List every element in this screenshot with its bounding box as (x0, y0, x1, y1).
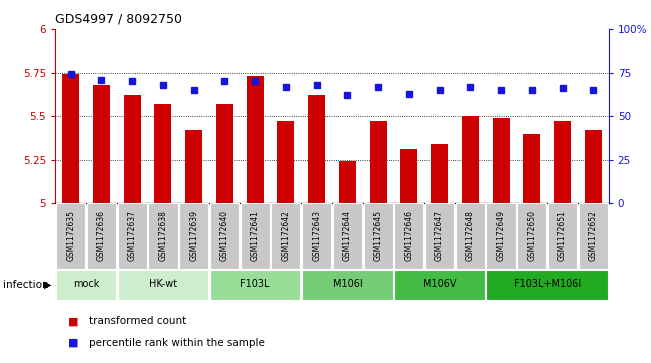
Text: GSM1172642: GSM1172642 (281, 211, 290, 261)
Text: GSM1172635: GSM1172635 (66, 211, 76, 261)
Text: infection: infection (3, 280, 49, 290)
Bar (431, 144, 448, 203)
Text: M106I: M106I (333, 279, 362, 289)
Bar (124, 95, 141, 203)
Bar (302, 203, 331, 269)
Bar (548, 203, 577, 269)
Text: GSM1172637: GSM1172637 (128, 211, 137, 261)
Bar (148, 203, 178, 269)
Bar (186, 130, 202, 203)
Bar (339, 162, 356, 203)
Bar (363, 203, 393, 269)
Text: ■: ■ (68, 338, 79, 348)
Text: GSM1172647: GSM1172647 (435, 211, 444, 261)
Bar (216, 104, 233, 203)
Bar (333, 203, 362, 269)
Bar (210, 270, 301, 300)
Bar (486, 203, 516, 269)
Text: GSM1172643: GSM1172643 (312, 211, 321, 261)
Text: M106V: M106V (423, 279, 456, 289)
Bar (462, 116, 478, 203)
Text: F103L: F103L (240, 279, 270, 289)
Bar (554, 121, 571, 203)
Bar (395, 270, 485, 300)
Text: GSM1172652: GSM1172652 (589, 211, 598, 261)
Bar (118, 270, 208, 300)
Bar (400, 149, 417, 203)
Text: ▶: ▶ (44, 280, 52, 290)
Text: transformed count: transformed count (89, 316, 186, 326)
Text: ■: ■ (68, 316, 79, 326)
Bar (56, 270, 116, 300)
Bar (210, 203, 239, 269)
Bar (154, 104, 171, 203)
Bar (241, 203, 270, 269)
Bar (370, 121, 387, 203)
Bar (271, 203, 301, 269)
Text: GSM1172638: GSM1172638 (158, 211, 167, 261)
Bar (486, 270, 608, 300)
Bar (302, 270, 393, 300)
Text: GSM1172648: GSM1172648 (466, 211, 475, 261)
Text: GSM1172644: GSM1172644 (343, 211, 352, 261)
Bar (179, 203, 208, 269)
Bar (579, 203, 608, 269)
Text: GSM1172640: GSM1172640 (220, 211, 229, 261)
Bar (585, 130, 602, 203)
Bar (56, 203, 85, 269)
Bar (518, 203, 546, 269)
Bar (93, 85, 110, 203)
Bar (118, 203, 146, 269)
Bar (62, 74, 79, 203)
Text: GSM1172649: GSM1172649 (497, 211, 506, 261)
Text: percentile rank within the sample: percentile rank within the sample (89, 338, 265, 348)
Bar (277, 121, 294, 203)
Bar (308, 95, 325, 203)
Bar (247, 76, 264, 203)
Text: HK-wt: HK-wt (149, 279, 177, 289)
Text: GSM1172636: GSM1172636 (97, 211, 106, 261)
Text: F103L+M106I: F103L+M106I (514, 279, 581, 289)
Text: GSM1172641: GSM1172641 (251, 211, 260, 261)
Text: GSM1172639: GSM1172639 (189, 211, 198, 261)
Bar (456, 203, 485, 269)
Bar (87, 203, 116, 269)
Bar (493, 118, 510, 203)
Text: GSM1172650: GSM1172650 (527, 211, 536, 261)
Bar (395, 203, 423, 269)
Text: GSM1172651: GSM1172651 (558, 211, 567, 261)
Text: GDS4997 / 8092750: GDS4997 / 8092750 (55, 13, 182, 26)
Bar (523, 134, 540, 203)
Text: GSM1172645: GSM1172645 (374, 211, 383, 261)
Bar (425, 203, 454, 269)
Text: mock: mock (73, 279, 99, 289)
Text: GSM1172646: GSM1172646 (404, 211, 413, 261)
